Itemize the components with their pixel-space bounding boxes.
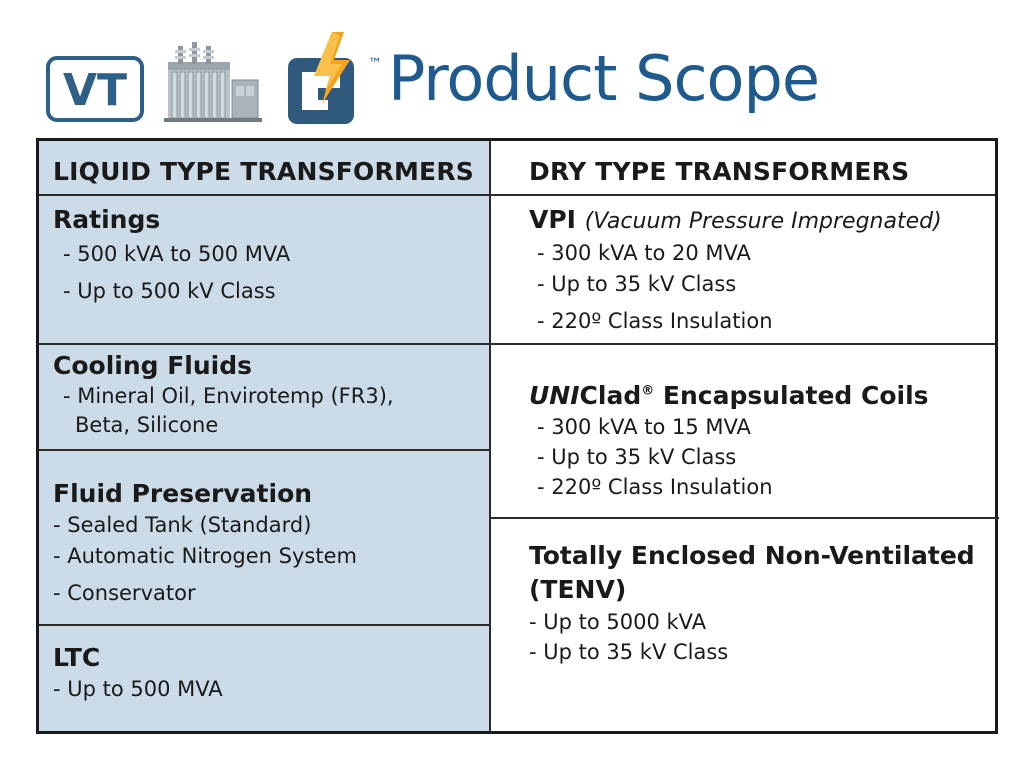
list-item: - 220º Class Insulation [537, 475, 773, 499]
list-item: - 300 kVA to 15 MVA [537, 415, 751, 439]
row-divider-1 [39, 343, 995, 345]
row-divider-left-3 [39, 624, 489, 626]
uniclad-title: UNIClad® Encapsulated Coils [529, 381, 929, 410]
product-scope-table: LIQUID TYPE TRANSFORMERS DRY TYPE TRANSF… [36, 138, 999, 734]
cooling-fluids-title: Cooling Fluids [53, 351, 253, 380]
list-item: - Conservator [53, 581, 196, 605]
cooling-fluids-section: Cooling Fluids - Mineral Oil, Envirotemp… [53, 351, 394, 440]
page-title: Product Scope [388, 42, 820, 115]
g-lightning-logo: ™ [284, 30, 384, 128]
liquid-column [39, 141, 489, 731]
liquid-heading: LIQUID TYPE TRANSFORMERS [53, 157, 474, 186]
list-item: - Up to 500 MVA [53, 677, 223, 701]
header-divider [39, 194, 995, 196]
list-item: - Sealed Tank (Standard) [53, 513, 312, 537]
list-item: - 220º Class Insulation [537, 309, 773, 333]
uniclad-uni: UNI [529, 381, 580, 410]
list-item: - Up to 35 kV Class [537, 445, 737, 469]
ratings-title: Ratings [53, 205, 161, 234]
uniclad-clad: Clad [579, 381, 642, 410]
list-item: - Up to 5000 kVA [529, 610, 707, 634]
vpi-title: VPI (Vacuum Pressure Impregnated) [529, 205, 942, 234]
column-divider [489, 141, 491, 731]
uniclad-tail: Encapsulated Coils [654, 381, 929, 410]
ltc-title: LTC [53, 643, 101, 672]
list-item: - Up to 500 kV Class [63, 279, 276, 303]
list-item: - 500 kVA to 500 MVA [63, 242, 291, 266]
uniclad-section: UNIClad® Encapsulated Coils - 300 kVA to… [529, 381, 929, 502]
svg-text:VT: VT [63, 65, 127, 116]
ltc-section: LTC - Up to 500 MVA [53, 643, 223, 705]
tenv-title-line2: (TENV) [529, 575, 627, 604]
tenv-section: Totally Enclosed Non-Ventilated (TENV) -… [529, 539, 975, 667]
vt-logo: VT [46, 56, 144, 122]
list-item: Beta, Silicone [75, 413, 219, 437]
vpi-section: VPI (Vacuum Pressure Impregnated) - 300 … [529, 205, 942, 337]
list-item: - Mineral Oil, Envirotemp (FR3), [63, 384, 394, 408]
vpi-label: VPI [529, 205, 576, 234]
registered-mark: ® [641, 383, 655, 399]
fluid-preservation-section: Fluid Preservation - Sealed Tank (Standa… [53, 479, 357, 609]
list-item: - 300 kVA to 20 MVA [537, 241, 751, 265]
ratings-section: Ratings - 500 kVA to 500 MVA - Up to 500… [53, 205, 290, 307]
list-item: - Up to 35 kV Class [529, 640, 729, 664]
list-item: - Automatic Nitrogen System [53, 544, 357, 568]
row-divider-left-2 [39, 449, 489, 451]
svg-text:™: ™ [368, 56, 382, 72]
header: VT [0, 0, 1024, 135]
dry-heading: DRY TYPE TRANSFORMERS [529, 157, 910, 186]
transformer-image [160, 40, 272, 130]
tenv-title-line1: Totally Enclosed Non-Ventilated [529, 541, 975, 570]
vpi-subtitle: (Vacuum Pressure Impregnated) [584, 209, 942, 234]
list-item: - Up to 35 kV Class [537, 272, 737, 296]
fluid-preservation-title: Fluid Preservation [53, 479, 313, 508]
row-divider-right-2 [489, 517, 999, 519]
